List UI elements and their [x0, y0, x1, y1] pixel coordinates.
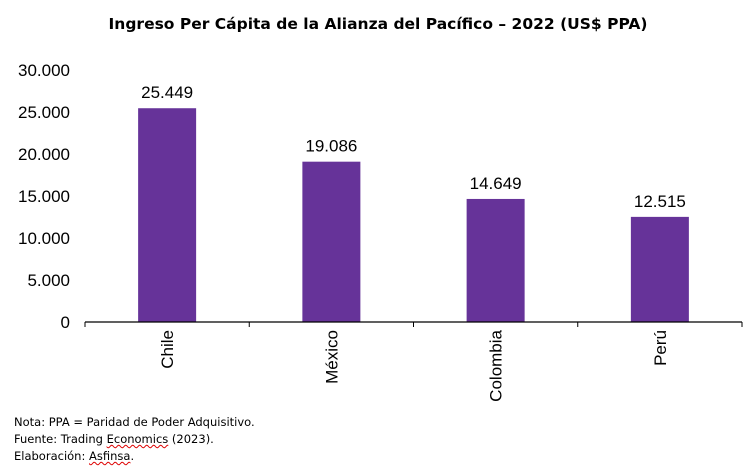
- bar-méxico: [302, 161, 361, 322]
- elaboration-prefix: Elaboración:: [14, 449, 89, 463]
- bar-chile: [138, 108, 197, 323]
- source-name: Economics: [106, 432, 169, 446]
- y-tick-label: 25.000: [18, 103, 70, 122]
- elaboration-suffix: .: [130, 449, 135, 463]
- y-tick-label: 15.000: [18, 187, 70, 206]
- elaboration-name: Asfinsa: [89, 449, 131, 463]
- data-label: 19.086: [305, 137, 357, 156]
- source-text: Fuente: Trading Economics (2023).: [14, 431, 255, 448]
- source-prefix: Fuente: Trading: [14, 432, 107, 446]
- bar-chart: Ingreso Per Cápita de la Alianza del Pac…: [18, 15, 743, 402]
- x-tick-label: Chile: [158, 330, 177, 369]
- elaboration-text: Elaboración: Asfinsa.: [14, 448, 255, 465]
- data-label: 12.515: [634, 192, 686, 211]
- y-tick-label: 0: [61, 313, 70, 332]
- x-tick-label: Perú: [651, 330, 670, 366]
- bar-colombia: [466, 198, 525, 322]
- bars: 25.449 19.086 14.649 12.515: [138, 83, 689, 323]
- y-tick-label: 30.000: [18, 61, 70, 80]
- y-tick-label: 20.000: [18, 145, 70, 164]
- x-axis: Chile México Colombia Perú: [84, 321, 743, 402]
- note-text: Nota: PPA = Paridad de Poder Adquisitivo…: [14, 415, 255, 429]
- bar-perú: [630, 216, 689, 322]
- data-label: 14.649: [470, 174, 522, 193]
- y-tick-label: 5.000: [27, 271, 70, 290]
- y-tick-label: 10.000: [18, 229, 70, 248]
- x-tick-label: Colombia: [487, 329, 506, 401]
- chart-title: Ingreso Per Cápita de la Alianza del Pac…: [109, 15, 648, 33]
- chart-notes: Nota: PPA = Paridad de Poder Adquisitivo…: [14, 414, 255, 465]
- source-suffix: (2023).: [168, 432, 214, 446]
- y-axis: 0 5.000 10.000 15.000 20.000 25.000 30.000: [18, 61, 70, 332]
- x-tick-label: México: [322, 330, 341, 384]
- data-label: 25.449: [141, 83, 193, 102]
